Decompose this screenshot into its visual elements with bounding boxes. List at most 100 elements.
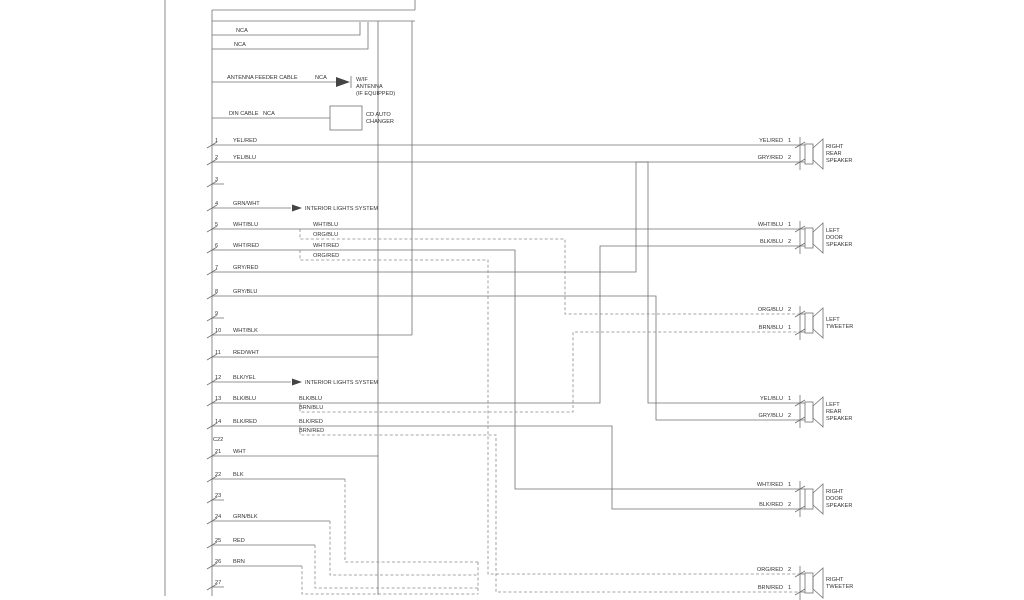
antenna-feeder-cable-label: ANTENNA FEEDER CABLE	[227, 75, 298, 81]
speaker-pin-number: 2	[788, 155, 791, 161]
antenna-icon	[336, 77, 350, 87]
pin-number: 8	[215, 289, 218, 295]
speaker-wire-label: GRY/RED	[758, 155, 783, 161]
antenna-nca-label: NCA	[315, 75, 327, 81]
speaker-name-line: LEFT	[826, 228, 840, 234]
speaker-pin-number: 2	[788, 307, 791, 313]
dashed-wires	[299, 229, 800, 595]
speaker-name-line: SPEAKER	[826, 416, 852, 422]
pin-tick-marks	[206, 141, 218, 591]
wire-brn-blu-dashed	[299, 331, 800, 413]
speaker-left-rear-connector	[794, 395, 806, 428]
speaker-pin-number: 2	[788, 239, 791, 245]
speaker-pin-number: 2	[788, 502, 791, 508]
pin-number: 14	[215, 419, 221, 425]
pin-number: 9	[215, 311, 218, 317]
speaker-right-door-cone	[812, 483, 824, 515]
speaker-wire-label: BLK/BLU	[760, 239, 783, 245]
pin-number: 11	[215, 350, 221, 356]
wire-gry-red	[212, 161, 800, 273]
speaker-left-rear-body	[804, 401, 814, 423]
wire-label: WHT/RED	[233, 243, 259, 249]
pin-number: 1	[215, 138, 218, 144]
pin-number: 2	[215, 155, 218, 161]
variant-solid-label: BLK/BLU	[299, 396, 322, 402]
speaker-left-tweeter-connector	[794, 306, 806, 340]
speaker-right-tweeter-connector	[794, 566, 806, 600]
antenna-note-line-3: (IF EQUIPPED)	[356, 91, 395, 97]
speaker-pin-number: 2	[788, 567, 791, 573]
speaker-right-rear-body	[804, 143, 814, 165]
speaker-pin-number: 2	[788, 413, 791, 419]
speaker-wire-label: YEL/BLU	[760, 396, 783, 402]
speaker-name-line: SPEAKER	[826, 158, 852, 164]
pin-number: 13	[215, 396, 221, 402]
speaker-name-line: TWEETER	[826, 584, 853, 590]
speaker-name-line: DOOR	[826, 235, 843, 241]
din-cable-label: DIN CABLE	[229, 111, 259, 117]
interior-lights-label-1: INTERIOR LIGHTS SYSTEM	[305, 206, 378, 212]
speaker-left-rear-cone	[812, 396, 824, 428]
speaker-pin-number: 1	[788, 482, 791, 488]
speaker-name-line: RIGHT	[826, 577, 844, 583]
speaker-name-line: LEFT	[826, 317, 840, 323]
speaker-wire-label: BRN/RED	[758, 585, 783, 591]
interior-lights-label-2: INTERIOR LIGHTS SYSTEM	[305, 380, 378, 386]
wire-blk-red	[212, 425, 800, 510]
speaker-wire-label: BRN/BLU	[759, 325, 783, 331]
cd-changer-box	[329, 105, 363, 131]
wire-label: GRN/BLK	[233, 514, 258, 520]
pin-number: 23	[215, 493, 221, 499]
variant-dashed-label: BRN/BLU	[299, 405, 323, 411]
speaker-wire-label: GRY/BLU	[759, 413, 783, 419]
speaker-name-line: REAR	[826, 409, 842, 415]
speaker-wire-label: YEL/RED	[759, 138, 783, 144]
speaker-name-line: SPEAKER	[826, 242, 852, 248]
pin-number: 5	[215, 222, 218, 228]
antenna-note-line-1: W/IF	[356, 77, 368, 83]
antenna-note-line-2: ANTENNA	[356, 84, 383, 90]
wire-label: RED/WHT	[233, 350, 260, 356]
variant-solid-label: BLK/RED	[299, 419, 323, 425]
speaker-wire-label: WHT/RED	[757, 482, 783, 488]
wire-blk-blu	[212, 245, 800, 404]
amp-branch-brn-dashed	[301, 566, 478, 595]
wire-label: RED	[233, 538, 245, 544]
nca-label-2: NCA	[234, 42, 246, 48]
wire-label: BLK	[233, 472, 244, 478]
speaker-name-line: LEFT	[826, 402, 840, 408]
wire-wht-red	[212, 249, 800, 490]
variant-solid-label: WHT/RED	[313, 243, 339, 249]
variant-dashed-label: BRN/RED	[299, 428, 324, 434]
wire-label: GRY/RED	[233, 265, 258, 271]
interior-lights-arrow-icon-1	[292, 204, 302, 212]
speaker-right-door-body	[804, 488, 814, 510]
solid-wires	[164, 0, 824, 600]
wire-label: WHT/BLK	[233, 328, 258, 334]
speaker-wire-label: BLK/RED	[759, 502, 783, 508]
pin-number: 25	[215, 538, 221, 544]
speaker-pin-number: 1	[788, 325, 791, 331]
speaker-pin-number: 1	[788, 138, 791, 144]
speaker-pin-number: 1	[788, 585, 791, 591]
pin-number: 6	[215, 243, 218, 249]
wire-org-blu-dashed	[299, 229, 800, 315]
cd-changer-label-line-1: CD AUTO	[366, 112, 391, 118]
speaker-name-line: RIGHT	[826, 489, 844, 495]
wire-label: GRY/BLU	[233, 289, 257, 295]
pin-number: 10	[215, 328, 221, 334]
speaker-right-rear-cone	[812, 138, 824, 170]
variant-solid-label: WHT/BLU	[313, 222, 338, 228]
wire-label: GRN/WHT	[233, 201, 260, 207]
pin-number: 26	[215, 559, 221, 565]
pin-number: 12	[215, 375, 221, 381]
speaker-right-door-connector	[794, 481, 806, 517]
amp-branch-grn-blk-dashed	[329, 521, 478, 576]
speaker-left-tweeter-body	[804, 312, 814, 334]
speaker-right-tweeter-cone	[812, 567, 824, 599]
amp-branch-blk-dashed	[344, 479, 478, 563]
nca-wire-2	[212, 22, 369, 50]
wire-label: BLK/BLU	[233, 396, 256, 402]
wire-org-red-dashed	[299, 250, 800, 575]
nca-wire-1	[212, 22, 361, 36]
